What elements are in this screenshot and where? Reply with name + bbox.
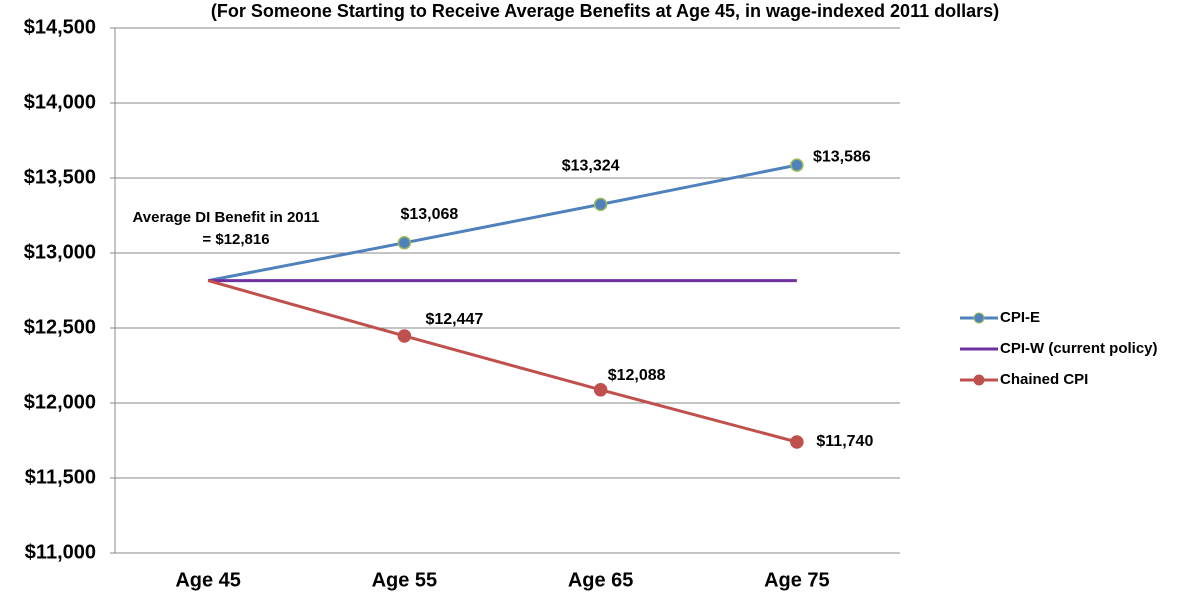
data-label: $12,088 [608, 367, 666, 384]
data-label: $13,324 [562, 158, 620, 175]
marker [397, 236, 412, 250]
data-label: $13,586 [813, 148, 871, 165]
marker [397, 329, 412, 343]
series-line [207, 279, 798, 444]
data-label: $11,740 [816, 433, 873, 450]
marker [790, 158, 804, 172]
chart-subtitle: (For Someone Starting to Receive Average… [211, 1, 999, 21]
marker [593, 383, 608, 397]
x-tick-label: Age 55 [372, 569, 438, 591]
y-tick-label: $11,000 [25, 541, 96, 563]
marker [593, 197, 608, 212]
legend-marker [973, 374, 985, 386]
legend-marker [973, 312, 985, 324]
y-tick-label: $11,500 [25, 466, 96, 488]
y-tick-label: $14,000 [24, 91, 96, 113]
y-tick-label: $13,500 [24, 166, 96, 188]
data-label: $12,447 [425, 311, 483, 328]
y-tick-label: $12,500 [24, 316, 96, 338]
y-tick-label: $14,500 [24, 16, 96, 38]
x-tick-label: Age 65 [568, 569, 634, 591]
x-tick-label: Age 45 [175, 569, 241, 591]
annotation: = $12,816 [202, 231, 269, 248]
marker [790, 435, 804, 449]
legend-label: CPI-E [1000, 309, 1040, 326]
data-label: $13,068 [400, 206, 458, 223]
x-tick-label: Age 75 [764, 569, 830, 591]
legend-label: CPI-W (current policy) [1000, 340, 1158, 357]
series-line [207, 163, 798, 283]
legend-label: Chained CPI [1000, 371, 1088, 388]
annotation: Average DI Benefit in 2011 [132, 209, 319, 226]
y-tick-label: $13,000 [24, 241, 96, 263]
y-tick-label: $12,000 [24, 391, 96, 413]
